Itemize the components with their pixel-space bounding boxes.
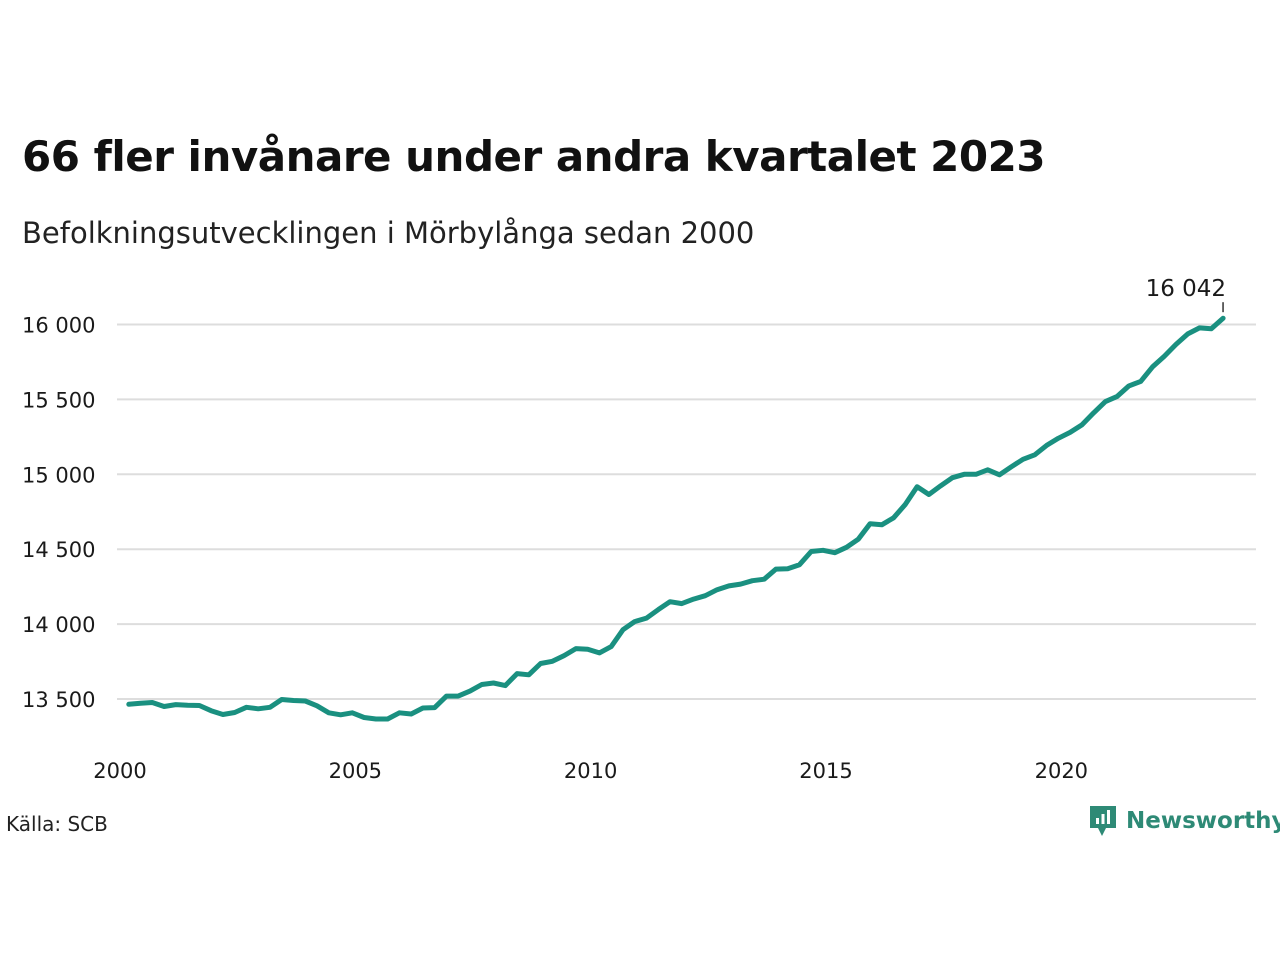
population-line [126, 315, 1226, 722]
x-tick-label: 2015 [799, 759, 852, 783]
x-tick-label: 2000 [93, 759, 146, 783]
y-tick-label: 15 000 [22, 463, 95, 487]
y-tick-label: 15 500 [22, 388, 95, 412]
y-tick-label: 13 500 [22, 688, 95, 712]
chart-subtitle: Befolkningsutvecklingen i Mörbylånga sed… [22, 216, 755, 250]
y-tick-label: 14 500 [22, 538, 95, 562]
x-tick-label: 2005 [329, 759, 382, 783]
chart-title: 66 fler invånare under andra kvartalet 2… [22, 132, 1046, 181]
source-note: Källa: SCB [6, 812, 108, 836]
end-value-annotation: 16 042 [1146, 276, 1226, 313]
brand-name: Newsworthy [1126, 808, 1280, 834]
x-tick-label: 2020 [1035, 759, 1088, 783]
y-tick-label: 14 000 [22, 613, 95, 637]
newsworthy-logo-icon [1090, 806, 1116, 836]
gridlines [117, 323, 1256, 701]
x-axis-ticks: 2000 2005 2010 2015 2020 [93, 759, 1088, 783]
y-tick-label: 16 000 [22, 313, 95, 337]
x-tick-label: 2010 [564, 759, 617, 783]
brand-logo: Newsworthy [1088, 804, 1280, 838]
end-value-label: 16 042 [1146, 276, 1226, 302]
y-axis-ticks: 13 500 14 000 14 500 15 000 15 500 16 000 [22, 313, 95, 712]
